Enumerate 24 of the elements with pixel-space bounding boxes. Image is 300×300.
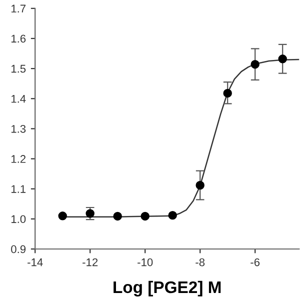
- y-tick-label: 1.0: [11, 215, 26, 224]
- y-tick-label: 1.2: [11, 155, 26, 163]
- point: [86, 209, 94, 218]
- point: [58, 212, 67, 220]
- x-tick-label: -10: [138, 258, 153, 266]
- x-tick-label: -6: [250, 258, 260, 266]
- y-tick-label: 1.7: [11, 4, 26, 12]
- y-tick-label: 1.4: [11, 95, 26, 103]
- y-tick-label: 0.9: [11, 245, 26, 254]
- y-tick-label: 1.1: [11, 185, 26, 193]
- x-tick-label: -14: [28, 258, 43, 266]
- point: [140, 212, 150, 221]
- point: [250, 60, 260, 69]
- y-tick-label: 1.5: [11, 64, 26, 73]
- y-tick-label: 1.3: [11, 124, 26, 133]
- x-tick-label: -12: [82, 258, 98, 266]
- point: [113, 212, 122, 221]
- point: [168, 210, 177, 220]
- point: [223, 88, 232, 98]
- x-axis-title: Log [PGE2] M: [114, 280, 221, 296]
- point: [278, 54, 287, 64]
- point: [196, 180, 204, 190]
- x-tick-label: -8: [196, 258, 205, 266]
- y-tick-label: 1.6: [11, 34, 26, 43]
